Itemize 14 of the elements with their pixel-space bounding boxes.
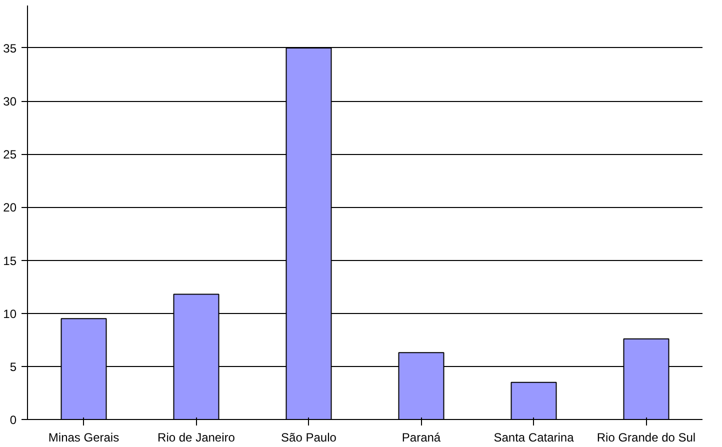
x-tick-label: Santa Catarina [494,430,574,444]
y-tick-label: 35 [3,41,17,56]
x-tick-label: Minas Gerais [48,430,120,444]
y-tick-label: 20 [3,200,17,215]
y-tick-label: 30 [3,94,17,109]
y-tick-label: 0 [10,413,17,427]
y-tick-label: 10 [3,306,17,321]
y-tick-label: 15 [3,254,17,268]
x-tick-label: Rio Grande do Sul [596,430,696,444]
x-tick-label: São Paulo [281,430,337,444]
y-tick-label: 25 [3,148,17,162]
y-tick-label: 5 [10,360,17,374]
x-tick-label: Rio de Janeiro [158,430,236,444]
x-tick-label: Paraná [402,430,441,444]
